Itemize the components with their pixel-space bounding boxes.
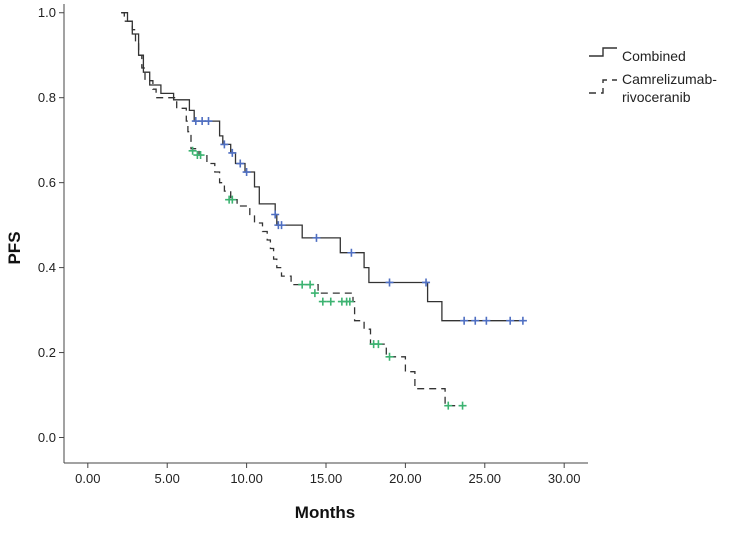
censor-mark-combined bbox=[482, 316, 491, 325]
legend-label-combined: Combined bbox=[622, 48, 686, 64]
censor-mark-camrelizumab-rivoceranib bbox=[306, 280, 315, 289]
censor-mark-combined bbox=[277, 221, 286, 230]
y-tick-label: 0.8 bbox=[38, 90, 56, 105]
censor-mark-camrelizumab-rivoceranib bbox=[318, 297, 327, 306]
x-axis-title: Months bbox=[295, 503, 355, 522]
y-tick-label: 1.0 bbox=[38, 5, 56, 20]
x-tick-label: 30.00 bbox=[548, 471, 581, 486]
legend-swatch-combined bbox=[589, 47, 617, 57]
censor-mark-camrelizumab-rivoceranib bbox=[374, 340, 383, 349]
x-tick-label: 10.00 bbox=[230, 471, 263, 486]
axes: 0.00 5.00 10.00 15.00 20.00 25.00 30.00 0.0 0.2 0… bbox=[38, 4, 588, 486]
y-tick-label: 0.6 bbox=[38, 175, 56, 190]
censor-mark-camrelizumab-rivoceranib bbox=[298, 280, 307, 289]
censor-mark-combined bbox=[471, 316, 480, 325]
censor-mark-camrelizumab-rivoceranib bbox=[385, 352, 394, 361]
censor-mark-combined bbox=[460, 316, 469, 325]
legend-label-camrelizumab-line1: Camrelizumab- bbox=[622, 71, 717, 87]
censor-mark-camrelizumab-rivoceranib bbox=[196, 151, 205, 160]
censor-marks bbox=[188, 117, 527, 410]
censor-mark-camrelizumab-rivoceranib bbox=[326, 297, 335, 306]
x-tick-label: 5.00 bbox=[155, 471, 180, 486]
legend-swatch-camrelizumab-rivoceranib bbox=[589, 79, 617, 94]
x-tick-label: 25.00 bbox=[469, 471, 502, 486]
y-tick-label: 0.2 bbox=[38, 345, 56, 360]
censor-mark-combined bbox=[518, 316, 527, 325]
censor-mark-combined bbox=[506, 316, 515, 325]
censor-mark-camrelizumab-rivoceranib bbox=[444, 401, 453, 410]
y-tick-label: 0.4 bbox=[38, 260, 56, 275]
x-tick-label: 0.00 bbox=[75, 471, 100, 486]
censor-mark-camrelizumab-rivoceranib bbox=[458, 401, 467, 410]
censor-mark-combined bbox=[242, 168, 251, 177]
censor-mark-camrelizumab-rivoceranib bbox=[310, 289, 319, 298]
censor-mark-combined bbox=[220, 140, 229, 149]
censor-mark-combined bbox=[204, 117, 213, 126]
censor-mark-combined bbox=[228, 148, 237, 157]
x-tick-label: 15.00 bbox=[310, 471, 343, 486]
censor-mark-combined bbox=[347, 248, 356, 257]
censor-mark-camrelizumab-rivoceranib bbox=[228, 195, 237, 204]
km-curve-camrelizumab-rivoceranib bbox=[121, 12, 465, 407]
censor-mark-combined bbox=[422, 278, 431, 287]
censor-mark-camrelizumab-rivoceranib bbox=[188, 146, 197, 155]
y-axis-title: PFS bbox=[5, 231, 24, 264]
censor-mark-combined bbox=[236, 159, 245, 168]
legend: Combined Camrelizumab- rivoceranib bbox=[589, 47, 717, 105]
censor-mark-camrelizumab-rivoceranib bbox=[345, 297, 354, 306]
censor-mark-combined bbox=[271, 210, 280, 219]
legend-label-camrelizumab-line2: rivoceranib bbox=[622, 89, 691, 105]
censor-mark-combined bbox=[385, 278, 394, 287]
censor-mark-combined bbox=[312, 233, 321, 242]
x-tick-label: 20.00 bbox=[389, 471, 422, 486]
y-tick-label: 0.0 bbox=[38, 430, 56, 445]
